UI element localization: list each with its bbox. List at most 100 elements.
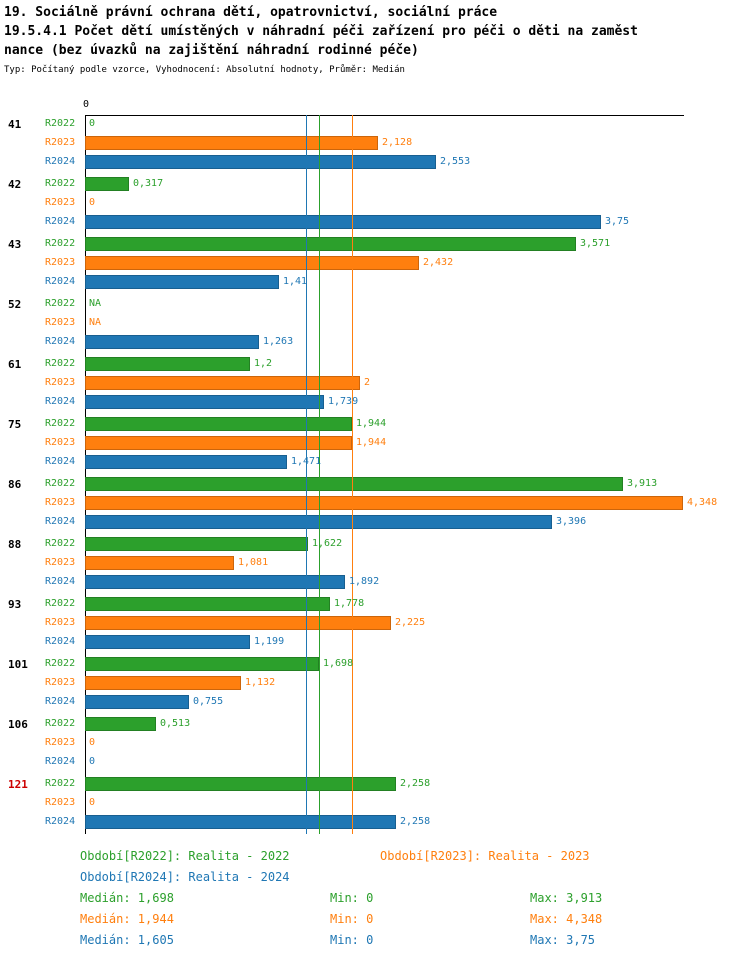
series-label-r2024-61: R2024 (45, 396, 76, 407)
value-label-r2022-86: 3,913 (627, 478, 658, 489)
bar-r2022-93 (85, 597, 330, 611)
category-label-75: 75 (8, 418, 22, 431)
bar-r2023-86 (85, 496, 683, 510)
value-label-r2024-43: 1,41 (283, 276, 308, 287)
series-label-r2023-42: R2023 (45, 197, 76, 208)
series-label-r2022-42: R2022 (45, 178, 76, 189)
value-label-r2023-75: 1,944 (356, 437, 387, 448)
series-label-r2024-42: R2024 (45, 216, 76, 227)
value-label-r2024-41: 2,553 (440, 156, 471, 167)
value-label-r2022-43: 3,571 (580, 238, 611, 249)
series-label-r2024-52: R2024 (45, 336, 76, 347)
series-label-r2022-88: R2022 (45, 538, 76, 549)
bar-r2023-93 (85, 616, 391, 630)
value-label-r2022-101: 1,698 (323, 658, 354, 669)
bar-r2024-121 (85, 815, 396, 829)
value-label-r2022-106: 0,513 (160, 718, 191, 729)
x-axis-zero-label: 0 (82, 99, 90, 110)
value-label-r2022-52: NA (89, 298, 102, 309)
value-label-r2023-88: 1,081 (238, 557, 269, 568)
value-label-r2024-93: 1,199 (254, 636, 285, 647)
value-label-r2022-75: 1,944 (356, 418, 387, 429)
series-label-r2022-41: R2022 (45, 118, 76, 129)
category-label-43: 43 (8, 238, 22, 251)
series-label-r2023-43: R2023 (45, 257, 76, 268)
series-label-r2022-86: R2022 (45, 478, 76, 489)
series-label-r2023-101: R2023 (45, 677, 76, 688)
bar-r2022-101 (85, 657, 319, 671)
series-label-r2024-93: R2024 (45, 636, 76, 647)
series-label-r2022-61: R2022 (45, 358, 76, 369)
bar-r2024-75 (85, 455, 287, 469)
value-label-r2023-41: 2,128 (382, 137, 413, 148)
category-label-61: 61 (8, 358, 22, 371)
category-label-88: 88 (8, 538, 22, 551)
series-label-r2023-75: R2023 (45, 437, 76, 448)
stat-median-r2022: Medián: 1,698 (80, 891, 174, 905)
value-label-r2023-106: 0 (89, 737, 96, 748)
series-label-r2022-52: R2022 (45, 298, 76, 309)
value-label-r2024-52: 1,263 (263, 336, 294, 347)
series-label-r2024-41: R2024 (45, 156, 76, 167)
value-label-r2023-86: 4,348 (687, 497, 718, 508)
series-label-r2023-61: R2023 (45, 377, 76, 388)
value-label-r2024-75: 1,471 (291, 456, 322, 467)
bar-r2023-88 (85, 556, 234, 570)
y-axis-line (85, 115, 86, 834)
report-title-line1: 19. Sociálně právní ochrana dětí, opatro… (4, 5, 498, 20)
stat-max-r2023: Max: 4,348 (530, 912, 603, 926)
value-label-r2023-93: 2,225 (395, 617, 426, 628)
bar-r2024-101 (85, 695, 189, 709)
value-label-r2023-61: 2 (364, 377, 371, 388)
series-label-r2023-52: R2023 (45, 317, 76, 328)
stat-median-r2023: Medián: 1,944 (80, 912, 174, 926)
series-label-r2023-93: R2023 (45, 617, 76, 628)
value-label-r2023-121: 0 (89, 797, 96, 808)
value-label-r2022-88: 1,622 (312, 538, 343, 549)
bar-r2024-61 (85, 395, 324, 409)
bar-r2024-52 (85, 335, 259, 349)
series-label-r2024-43: R2024 (45, 276, 76, 287)
bar-r2023-61 (85, 376, 360, 390)
median-line-r2022 (318, 115, 320, 834)
median-line-r2024 (305, 115, 307, 834)
bar-r2023-75 (85, 436, 352, 450)
series-label-r2022-93: R2022 (45, 598, 76, 609)
value-label-r2023-43: 2,432 (423, 257, 454, 268)
bar-r2024-93 (85, 635, 250, 649)
series-label-r2023-106: R2023 (45, 737, 76, 748)
value-label-r2024-42: 3,75 (605, 216, 630, 227)
stat-min-r2024: Min: 0 (330, 933, 374, 947)
report-title-line3: nance (bez úvazků na zajištění náhradní … (4, 43, 419, 58)
value-label-r2022-93: 1,778 (334, 598, 365, 609)
series-label-r2023-86: R2023 (45, 497, 76, 508)
category-label-42: 42 (8, 178, 22, 191)
median-line-r2023 (352, 115, 354, 834)
value-label-r2023-42: 0 (89, 197, 96, 208)
series-label-r2024-75: R2024 (45, 456, 76, 467)
category-label-41: 41 (8, 118, 22, 131)
series-label-r2024-121: R2024 (45, 816, 76, 827)
category-label-52: 52 (8, 298, 22, 311)
category-label-106: 106 (8, 718, 28, 731)
bar-r2022-88 (85, 537, 308, 551)
series-label-r2024-106: R2024 (45, 756, 76, 767)
series-label-r2022-121: R2022 (45, 778, 76, 789)
legend-item-r2022: Období[R2022]: Realita - 2022 (80, 849, 290, 863)
legend-item-r2024: Období[R2024]: Realita - 2024 (80, 870, 290, 884)
series-label-r2022-43: R2022 (45, 238, 76, 249)
stat-min-r2023: Min: 0 (330, 912, 374, 926)
value-label-r2022-41: 0 (89, 118, 96, 129)
bar-r2022-43 (85, 237, 576, 251)
value-label-r2024-61: 1,739 (328, 396, 359, 407)
category-label-101: 101 (8, 658, 28, 671)
series-label-r2022-75: R2022 (45, 418, 76, 429)
bar-r2022-75 (85, 417, 352, 431)
legend-item-r2023: Období[R2023]: Realita - 2023 (380, 849, 590, 863)
bar-r2022-106 (85, 717, 156, 731)
report-title-line2: 19.5.4.1 Počet dětí umístěných v náhradn… (4, 24, 638, 39)
stat-median-r2024: Medián: 1,605 (80, 933, 174, 947)
category-label-86: 86 (8, 478, 22, 491)
x-axis-line (85, 115, 684, 116)
